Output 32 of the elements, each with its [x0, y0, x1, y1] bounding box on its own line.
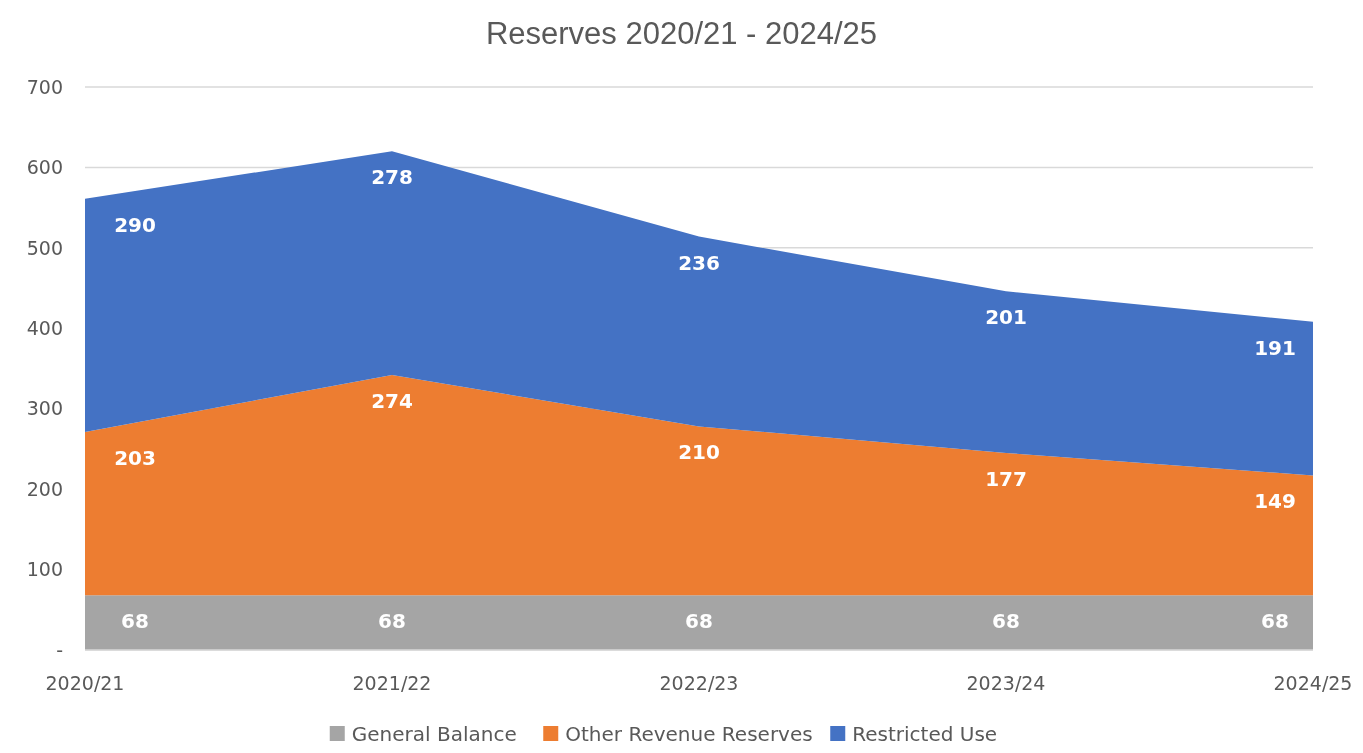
data-label: 203 — [114, 446, 156, 471]
legend-label: Restricted Use — [852, 722, 998, 746]
x-tick-label: 2023/24 — [966, 672, 1046, 694]
data-label: 236 — [678, 250, 720, 275]
y-tick-label: 200 — [26, 477, 63, 500]
data-label: 191 — [1254, 335, 1296, 360]
data-label: 149 — [1254, 489, 1296, 514]
data-label: 274 — [371, 388, 413, 413]
x-tick-label: 2020/21 — [45, 672, 125, 694]
y-tick-label: 500 — [26, 236, 63, 259]
y-tick-label: 100 — [26, 558, 63, 581]
data-label: 201 — [985, 305, 1027, 330]
x-tick-label: 2024/25 — [1273, 672, 1353, 694]
y-tick-label: 400 — [26, 316, 63, 339]
y-tick-label: - — [56, 638, 63, 661]
x-tick-label: 2022/23 — [659, 672, 739, 694]
data-label: 278 — [371, 165, 413, 190]
y-tick-label: 700 — [26, 75, 63, 98]
chart-title: Reserves 2020/21 - 2024/25 — [485, 16, 878, 51]
data-label: 210 — [678, 440, 720, 465]
y-tick-label: 600 — [26, 156, 63, 179]
data-label: 177 — [985, 466, 1027, 491]
data-label: 290 — [114, 212, 156, 237]
y-tick-label: 300 — [26, 397, 63, 420]
data-label: 68 — [992, 609, 1020, 634]
x-tick-label: 2021/22 — [352, 672, 432, 694]
legend-label: General Balance — [351, 722, 517, 746]
data-label: 68 — [1261, 609, 1289, 634]
data-label: 68 — [378, 609, 406, 634]
data-label: 68 — [121, 609, 149, 634]
data-label: 68 — [685, 609, 713, 634]
legend-label: Other Revenue Reserves — [565, 722, 813, 746]
